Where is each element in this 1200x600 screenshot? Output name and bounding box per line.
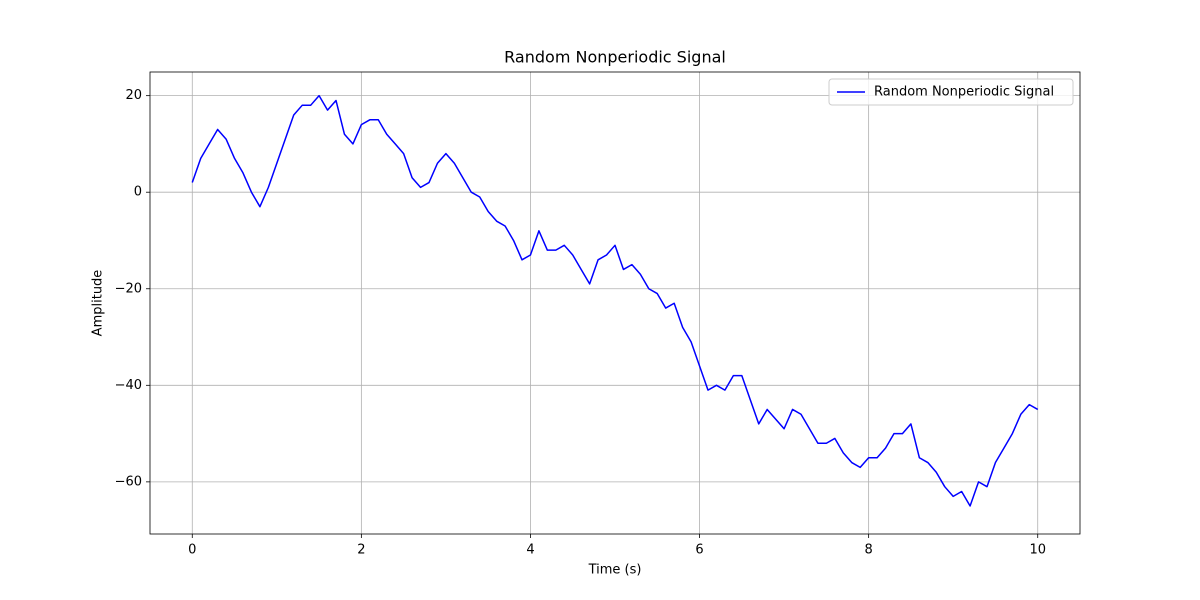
line <box>191 94 1039 507</box>
x-tick-label: 6 <box>695 543 703 558</box>
y-tick-label: 0 <box>134 185 142 200</box>
y-axis-label: Amplitude <box>91 270 106 337</box>
x-tick-label: 10 <box>1029 543 1046 558</box>
x-tick-label: 4 <box>526 543 534 558</box>
legend-box <box>828 78 1074 106</box>
x-tick-label: 2 <box>357 543 365 558</box>
chart-title: Random Nonperiodic Signal <box>504 48 726 67</box>
x-tick-label: 0 <box>188 543 196 558</box>
x-axis-label: Time (s) <box>588 563 642 578</box>
plot-frame <box>149 71 1081 535</box>
y-tick-label: −40 <box>115 378 142 393</box>
legend-label: Random Nonperiodic Signal <box>874 85 1054 100</box>
y-tick-label: −60 <box>115 474 142 489</box>
y-tick-label: −20 <box>115 281 142 296</box>
x-tick-label: 8 <box>864 543 872 558</box>
y-tick-label: 20 <box>125 88 142 103</box>
